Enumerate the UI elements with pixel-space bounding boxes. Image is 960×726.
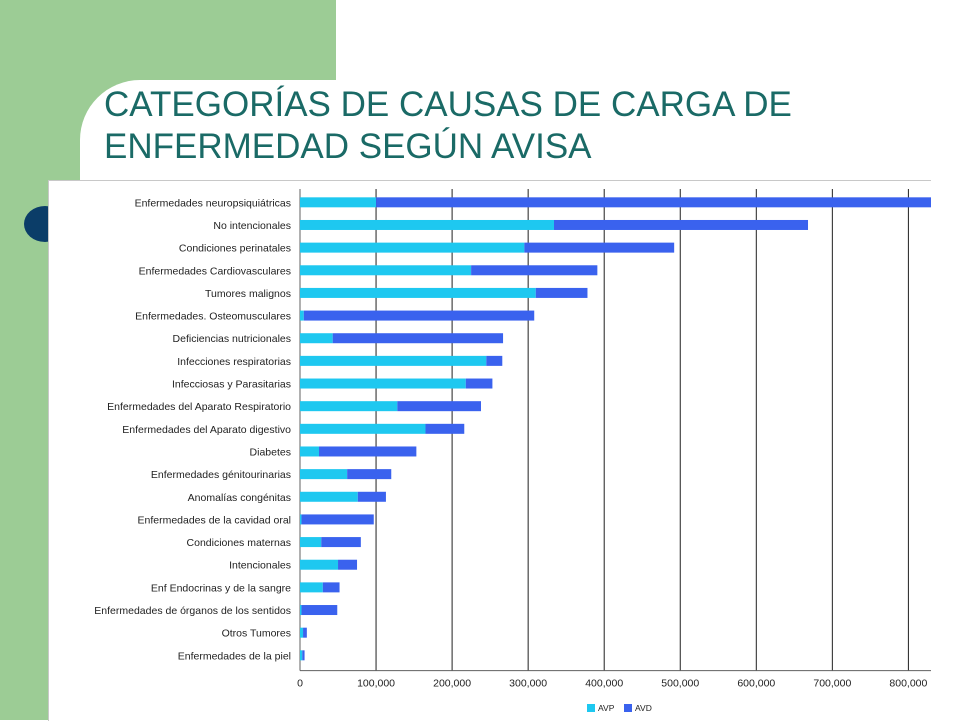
bar-avd (425, 423, 465, 434)
bar-avp (300, 491, 358, 502)
slide-title-line-1: CATEGORÍAS DE CAUSAS DE CARGA DE (104, 85, 792, 124)
category-label: Enfermedades del Aparato Respiratorio (107, 401, 291, 413)
category-label: Enfermedades génitourinarias (151, 469, 291, 481)
bar-avp (300, 469, 348, 480)
category-label: Enfermedades de la cavidad oral (137, 514, 291, 526)
bars-group (300, 197, 931, 661)
bar-avd (357, 491, 386, 502)
category-label: Enf Endocrinas y de la sangre (151, 582, 291, 594)
bar-avp (300, 559, 339, 570)
bar-avd (301, 514, 374, 525)
bar-avp (300, 265, 472, 276)
slide-title: CATEGORÍAS DE CAUSAS DE CARGA DE ENFERME… (104, 84, 944, 168)
bar-avp (300, 627, 304, 638)
bar-avp (300, 310, 304, 321)
bar-avp (300, 378, 466, 389)
bar-avd (303, 310, 535, 321)
category-label: Enfermedades. Osteomusculares (135, 311, 291, 323)
bar-avp (300, 605, 302, 616)
bar-avd (347, 469, 392, 480)
bar-avp (300, 514, 302, 525)
x-tick-label: 600,000 (737, 678, 775, 690)
legend-swatch-avd (624, 704, 632, 712)
category-label: No intencionales (213, 220, 291, 232)
bar-avp (300, 197, 377, 208)
category-label: Tumores malignos (205, 288, 291, 300)
category-label: Condiciones perinatales (179, 243, 291, 255)
bar-avp (300, 401, 398, 412)
bar-avp (300, 355, 487, 366)
bar-avd (554, 219, 809, 230)
slide-title-line-2: ENFERMEDAD SEGÚN AVISA (104, 127, 592, 166)
x-tick-label: 300,000 (509, 678, 547, 690)
bar-avp (300, 650, 303, 661)
x-tick-label: 100,000 (357, 678, 395, 690)
bar-avd (302, 650, 305, 661)
bar-avp (300, 242, 525, 253)
bar-avd (321, 537, 361, 548)
bar-avd (303, 627, 307, 638)
legend-label-avd: AVD (635, 703, 652, 713)
bar-avd (465, 378, 493, 389)
category-label: Enfermedades de la piel (178, 650, 291, 662)
category-label: Condiciones maternas (187, 537, 291, 549)
bar-avp (300, 537, 322, 548)
category-label: Enfermedades del Aparato digestivo (122, 424, 291, 436)
x-tick-label: 0 (297, 678, 303, 690)
category-label: Infecciones respiratorias (177, 356, 291, 368)
category-label: Intencionales (229, 560, 291, 572)
bar-avd (397, 401, 481, 412)
category-label: Anomalías congénitas (188, 492, 291, 504)
chart-area: Enfermedades neuropsiquiátricas No intenc… (48, 180, 931, 721)
bar-avd (471, 265, 598, 276)
category-label: Deficiencias nutricionales (173, 333, 291, 345)
bar-avd (486, 355, 503, 366)
bar-avd (319, 446, 417, 457)
legend-label-avp: AVP (598, 703, 615, 713)
bar-avd (524, 242, 675, 253)
category-label: Enfermedades de órganos de los sentidos (94, 605, 291, 617)
bar-avp (300, 582, 323, 593)
legend-swatch-avp (587, 704, 595, 712)
stacked-bar-chart: Enfermedades neuropsiquiátricas No intenc… (94, 189, 931, 713)
x-tick-label: 500,000 (661, 678, 699, 690)
legend: AVP AVD (587, 703, 652, 713)
bar-avd (332, 333, 504, 344)
x-tick-label: 200,000 (433, 678, 471, 690)
category-label: Diabetes (250, 446, 291, 458)
bar-avp (300, 219, 555, 230)
bar-avp (300, 333, 333, 344)
category-labels: Enfermedades neuropsiquiátricas No intenc… (94, 197, 291, 662)
x-tick-label: 800,000 (889, 678, 927, 690)
bar-avd (322, 582, 340, 593)
bar-avp (300, 287, 536, 298)
x-tick-label: 700,000 (813, 678, 851, 690)
x-tick-label: 400,000 (585, 678, 623, 690)
bar-avd (338, 559, 358, 570)
bar-avp (300, 423, 426, 434)
x-tick-labels: 0 100,000 200,000 300,000 400,000 500,000 600,… (297, 678, 927, 690)
category-label: Otros Tumores (222, 628, 291, 640)
bar-avp (300, 446, 320, 457)
category-label: Infecciosas y Parasitarias (172, 379, 291, 391)
category-label: Enfermedades Cardiovasculares (139, 265, 291, 277)
bar-avd (301, 605, 338, 616)
category-label: Enfermedades neuropsiquiátricas (135, 197, 291, 209)
bar-avd (535, 287, 588, 298)
bar-avd (376, 197, 931, 208)
